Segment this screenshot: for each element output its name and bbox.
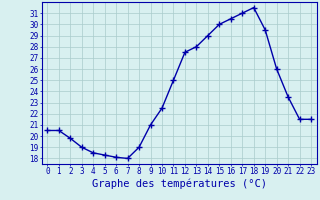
X-axis label: Graphe des températures (°C): Graphe des températures (°C)	[92, 179, 267, 189]
